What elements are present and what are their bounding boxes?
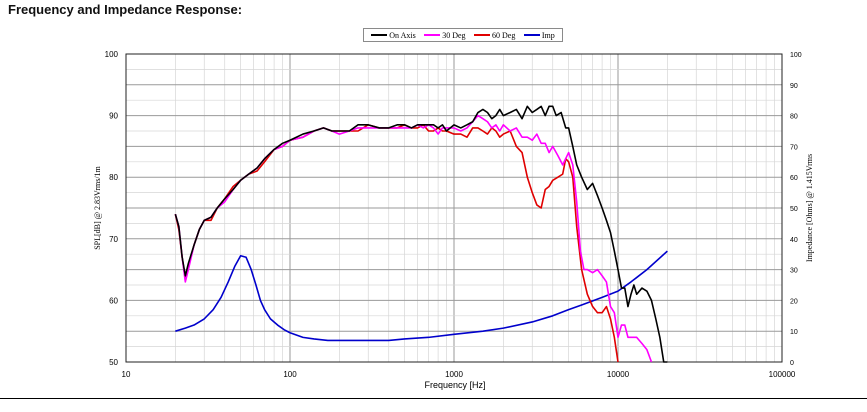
tick-labels: 10 100 1000 10000 10000050607080901000102030… — [105, 50, 802, 379]
legend-swatch-30-deg — [424, 34, 441, 36]
series-line-imp — [175, 250, 668, 342]
y-tick-label: 100 — [105, 50, 119, 59]
grid — [126, 54, 782, 362]
y-tick-label: 90 — [109, 112, 118, 121]
x-tick-label: 1000 — [445, 370, 463, 379]
plot-frame — [125, 53, 783, 363]
chart-legend: On Axis 30 Deg 60 Deg Imp — [363, 28, 563, 42]
y2-tick-label: 90 — [790, 83, 798, 90]
series-line-on-axis — [174, 105, 668, 363]
y2-tick-label: 0 — [790, 360, 794, 367]
y2-tick-label: 10 — [790, 329, 798, 336]
x-tick-label: 10000 — [607, 370, 630, 379]
legend-label-imp: Imp — [541, 30, 555, 40]
y-tick-label: 50 — [109, 358, 118, 367]
y2-tick-label: 70 — [790, 144, 798, 151]
y2-tick-label: 80 — [790, 114, 798, 121]
legend-item-30-deg: 30 Deg — [424, 30, 466, 40]
legend-label-60-deg: 60 Deg — [492, 30, 516, 40]
x-axis-label: Frequency [Hz] — [424, 380, 485, 390]
y2-tick-label: 30 — [790, 268, 798, 275]
legend-item-on-axis: On Axis — [371, 30, 416, 40]
x-tick-label: 100000 — [769, 370, 796, 379]
y-axis-label: SPL[dB] @ 2.83Vrms/1m — [93, 165, 102, 249]
legend-item-60-deg: 60 Deg — [474, 31, 515, 40]
x-tick-label: 10 — [122, 370, 131, 379]
y2-tick-label: 100 — [790, 52, 802, 59]
bottom-divider — [0, 398, 867, 399]
y2-tick-label: 60 — [790, 175, 798, 182]
page-title: Frequency and Impedance Response: — [8, 2, 243, 17]
legend-label-30-deg: 30 Deg — [442, 30, 466, 40]
legend-swatch-on-axis — [371, 34, 388, 36]
legend-swatch-60-deg — [474, 34, 491, 36]
series-lines — [174, 105, 668, 363]
y2-tick-label: 20 — [790, 298, 798, 305]
y2-tick-label: 40 — [790, 237, 798, 244]
y2-axis-label: Impedance [Ohms] @ 1.415Vrms — [805, 154, 814, 262]
series-line-60-deg — [174, 124, 619, 363]
legend-item-imp: Imp — [523, 30, 555, 40]
legend-swatch-imp — [523, 34, 540, 36]
y-tick-label: 80 — [109, 173, 118, 182]
y-tick-label: 60 — [109, 296, 118, 305]
x-tick-label: 100 — [283, 370, 297, 379]
legend-label-on-axis: On Axis — [389, 30, 416, 40]
y2-tick-label: 50 — [790, 206, 798, 213]
y-tick-label: 70 — [109, 235, 118, 244]
